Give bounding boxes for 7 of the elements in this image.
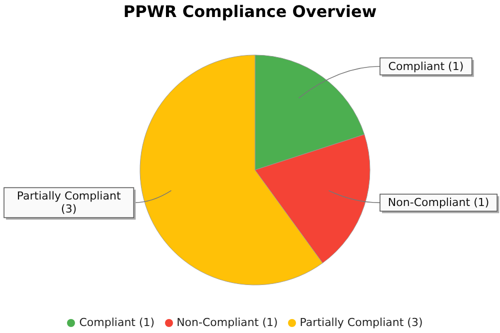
legend-label: Non-Compliant (1) — [176, 316, 278, 329]
legend-label: Compliant (1) — [79, 316, 155, 329]
chart-title: PPWR Compliance Overview — [122, 2, 378, 21]
slice-label: Compliant (1) — [388, 60, 464, 73]
slice-label: Non-Compliant (1) — [388, 196, 490, 210]
slice-label: Partially Compliant (3) — [16, 190, 122, 216]
legend-label: Partially Compliant (3) — [300, 316, 423, 329]
